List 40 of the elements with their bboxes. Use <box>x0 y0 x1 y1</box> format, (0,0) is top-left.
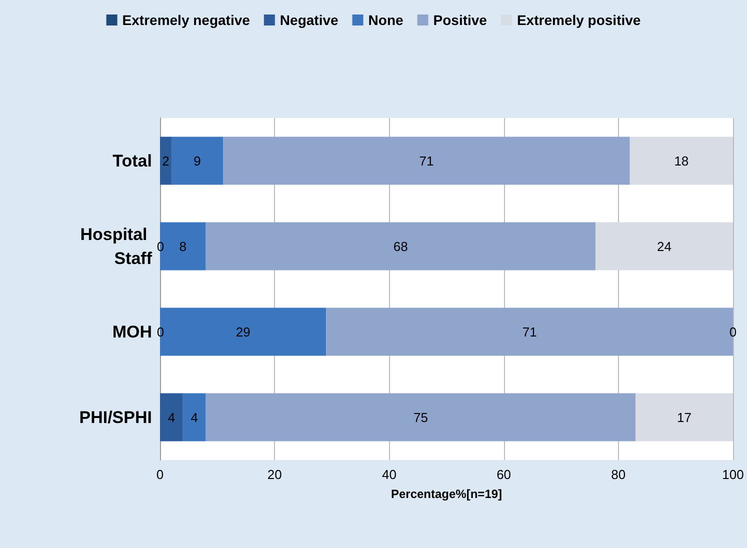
data-label: 68 <box>393 238 408 254</box>
data-label: 17 <box>677 410 692 425</box>
data-label: 9 <box>194 153 201 168</box>
bar <box>223 136 630 185</box>
x-tick-label: 80 <box>611 467 626 482</box>
x-tick-label: 40 <box>382 467 396 482</box>
data-label: 2 <box>162 153 170 168</box>
x-tick-label: 60 <box>496 467 512 482</box>
legend-label: Positive <box>433 12 488 28</box>
data-label: 75 <box>413 410 428 425</box>
data-label: 4 <box>190 410 198 425</box>
bar <box>206 222 596 270</box>
bar <box>636 393 733 442</box>
bar <box>171 136 224 185</box>
x-axis-title: Percentage%[n=19] <box>390 487 502 501</box>
data-label: 71 <box>522 324 537 340</box>
x-tick-label: 0 <box>156 467 164 482</box>
legend-label: None <box>368 12 404 28</box>
bar <box>160 136 172 185</box>
y-tick-label: Total <box>112 151 152 170</box>
data-label: 71 <box>419 153 434 168</box>
x-tick-label: 100 <box>722 467 744 482</box>
bar <box>160 393 183 442</box>
legend-label: Negative <box>280 12 338 28</box>
legend-label: Extremely negative <box>122 12 250 28</box>
bar <box>630 136 733 185</box>
data-label: 24 <box>657 238 672 254</box>
bar <box>595 222 733 270</box>
data-label: 0 <box>729 324 737 340</box>
y-tick-label: Hospital Staff <box>80 224 152 268</box>
x-tick-label: 20 <box>267 467 282 482</box>
data-label: 8 <box>179 238 187 254</box>
data-label: 4 <box>168 410 176 425</box>
y-tick-label: PHI/SPHI <box>79 408 152 427</box>
bar <box>182 393 206 442</box>
legend-label: Extremely positive <box>516 12 641 28</box>
data-label: 18 <box>674 153 689 168</box>
y-tick-label: MOH <box>112 322 152 342</box>
bar <box>206 393 636 442</box>
data-label: 29 <box>236 324 250 340</box>
